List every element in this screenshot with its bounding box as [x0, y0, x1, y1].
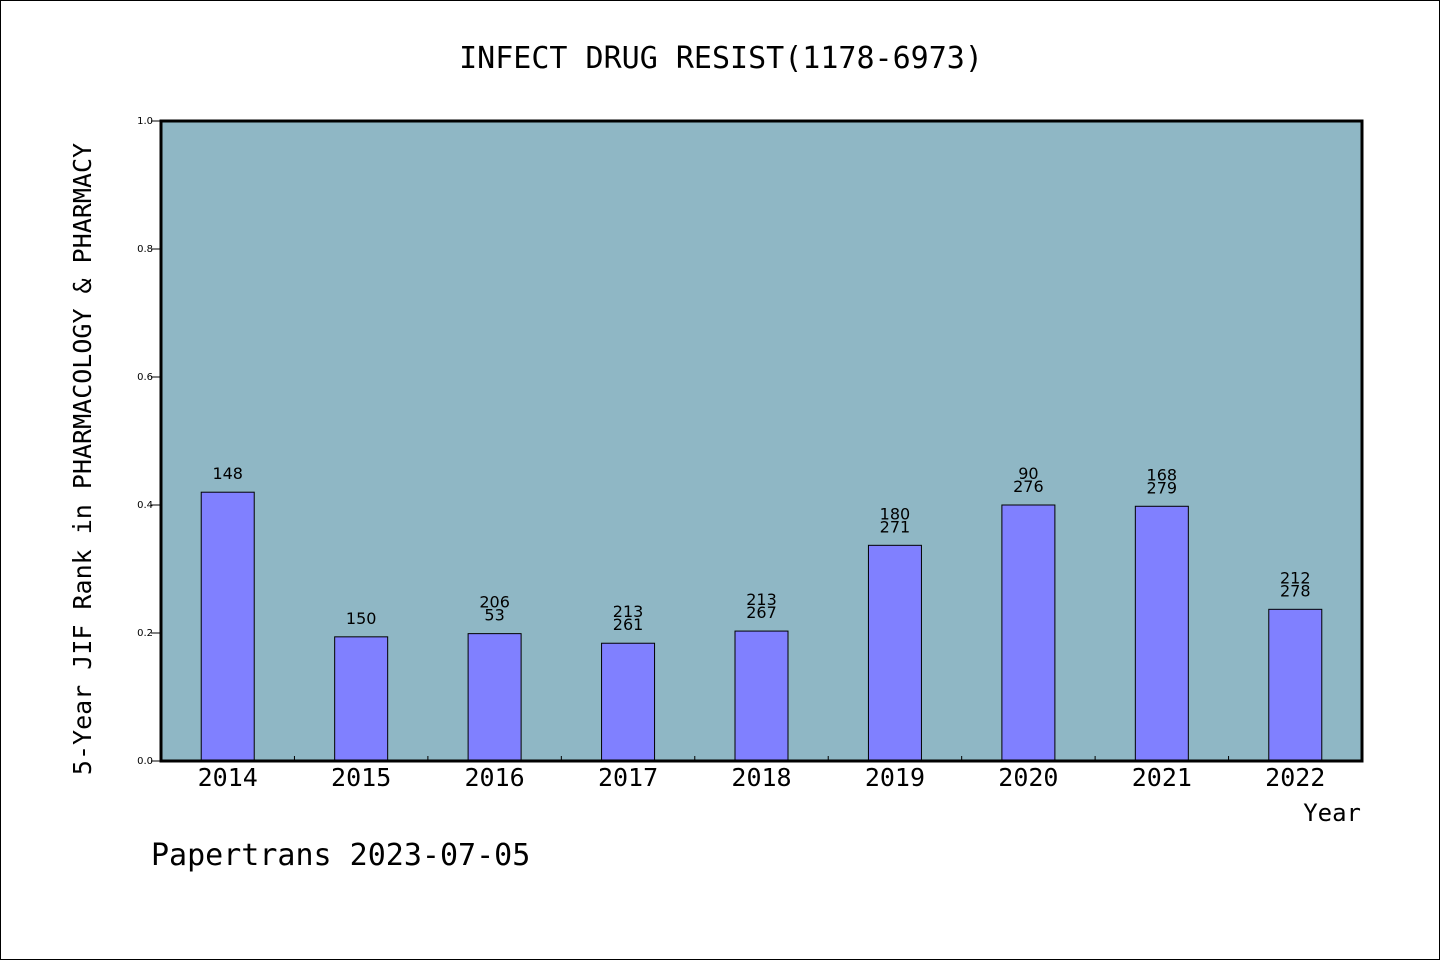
x-tick-label-2019: 2019	[865, 763, 925, 792]
x-tick-label-2017: 2017	[598, 763, 658, 792]
y-tick-label: 0.0	[137, 756, 153, 767]
bar-label-2022-1: 212	[1280, 568, 1311, 587]
y-tick-label: 0.8	[137, 244, 153, 255]
bar-2017	[601, 642, 656, 762]
x-tick-label-2020: 2020	[998, 763, 1058, 792]
bar-2014	[200, 491, 255, 762]
footer-text: Papertrans 2023-07-05	[151, 838, 530, 873]
bar-2015	[334, 636, 389, 762]
x-tick-label-2022: 2022	[1265, 763, 1325, 792]
y-tick-label: 1.0	[137, 116, 153, 127]
bar-2020	[1001, 504, 1056, 762]
y-tick-label: 0.6	[137, 372, 153, 383]
bar-label-2019-1: 180	[880, 504, 911, 523]
bar-label-2020-2: 276	[1013, 477, 1044, 496]
bar-label-2021-2: 279	[1147, 478, 1178, 497]
x-axis-label: Year	[1303, 799, 1361, 827]
bar-2019	[867, 544, 922, 762]
plot-border	[159, 119, 1364, 763]
bar-label-2017-1: 213	[613, 602, 644, 621]
y-tick-label: 0.4	[137, 500, 153, 511]
x-tick-label-2021: 2021	[1132, 763, 1192, 792]
y-axis-label: 5-Year JIF Rank in PHARMACOLOGY & PHARMA…	[68, 143, 97, 775]
x-axis: 2014 2015 2016 2017 2018 2019 2020 2021 2022	[198, 756, 1325, 792]
bar-label-2022-2: 278	[1280, 581, 1311, 600]
bar-2021	[1134, 505, 1189, 762]
bar-label-2019-2: 271	[880, 517, 911, 536]
bar-label-2020-1: 90	[1018, 464, 1038, 483]
chart-title: INFECT DRUG RESIST(1178-6973)	[459, 41, 983, 76]
y-axis: 0.0 0.2 0.4 0.6 0.8 1.0	[137, 116, 161, 767]
x-tick-label-2018: 2018	[731, 763, 791, 792]
bar-2018	[734, 630, 789, 762]
bars	[200, 491, 1323, 762]
x-tick-label-2016: 2016	[465, 763, 525, 792]
bar-label-2016-2: 53	[484, 606, 504, 625]
bar-label-2016-1: 206	[479, 593, 510, 612]
bar-label-2014-1: 148	[212, 464, 243, 483]
x-tick-label-2014: 2014	[198, 763, 258, 792]
bar-label-2017-2: 261	[613, 615, 644, 634]
bar-2022	[1268, 608, 1323, 762]
x-tick-label-2015: 2015	[331, 763, 391, 792]
bar-label-2018-2: 267	[746, 603, 777, 622]
bar-label-2018-1: 213	[746, 590, 777, 609]
bar-label-2021-1: 168	[1147, 465, 1178, 484]
bar-2016	[467, 633, 522, 762]
y-tick-label: 0.2	[137, 628, 153, 639]
bar-label-2015-1: 150	[346, 609, 377, 628]
